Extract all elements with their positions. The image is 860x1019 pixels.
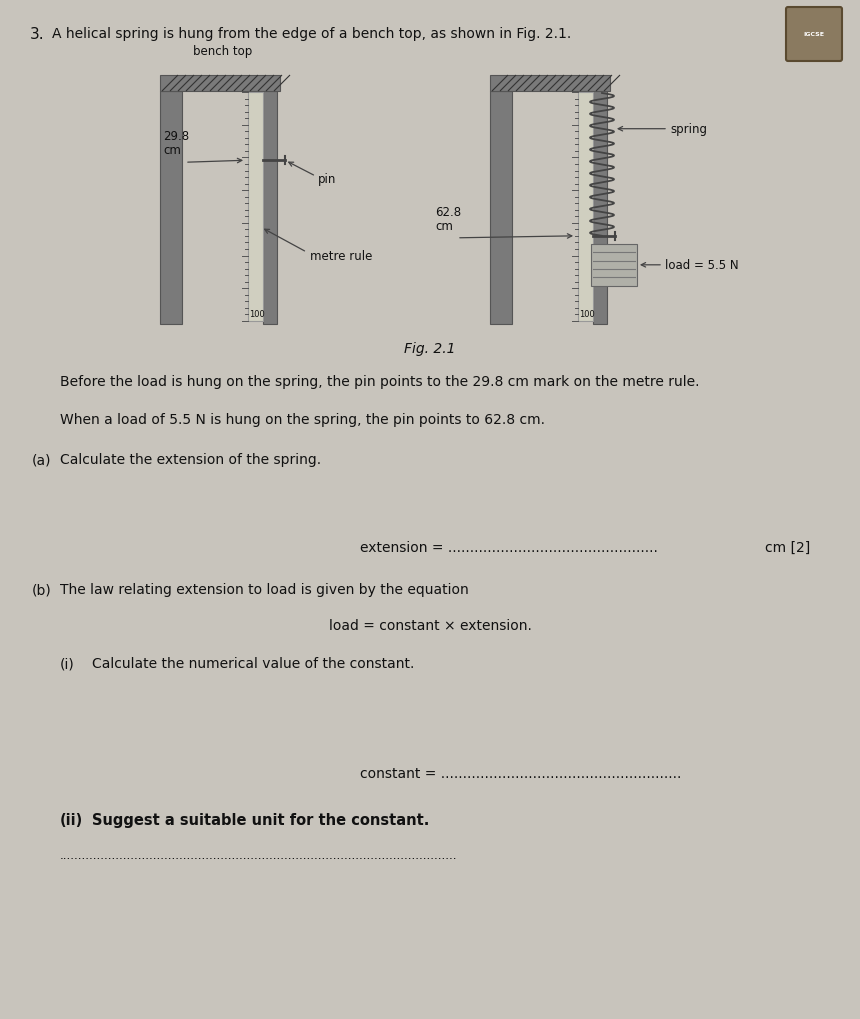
Text: load = 5.5 N: load = 5.5 N: [665, 259, 739, 272]
Bar: [160, 76, 280, 92]
Text: constant = .......................................................: constant = .............................…: [360, 766, 681, 781]
Text: extension = ................................................: extension = ............................…: [360, 540, 658, 554]
Text: cm [2]: cm [2]: [765, 540, 810, 554]
Text: spring: spring: [670, 123, 707, 137]
Text: bench top: bench top: [193, 45, 252, 58]
Text: When a load of 5.5 N is hung on the spring, the pin points to 62.8 cm.: When a load of 5.5 N is hung on the spri…: [60, 413, 545, 427]
Text: (a): (a): [32, 452, 52, 467]
Text: A helical spring is hung from the edge of a bench top, as shown in Fig. 2.1.: A helical spring is hung from the edge o…: [52, 26, 571, 41]
FancyBboxPatch shape: [786, 8, 842, 62]
Text: 3.: 3.: [30, 26, 45, 42]
Bar: [490, 92, 512, 325]
Text: pin: pin: [318, 172, 336, 185]
Bar: [248, 93, 263, 322]
Text: 100: 100: [249, 310, 265, 319]
Bar: [263, 92, 277, 325]
Text: ................................................................................: ........................................…: [60, 848, 458, 861]
Bar: [578, 93, 593, 322]
Bar: [160, 92, 182, 325]
Text: Calculate the numerical value of the constant.: Calculate the numerical value of the con…: [92, 656, 415, 671]
Text: 100: 100: [579, 310, 595, 319]
Bar: [593, 92, 607, 325]
Text: Fig. 2.1: Fig. 2.1: [404, 341, 456, 356]
Text: (ii): (ii): [60, 812, 83, 827]
Bar: [591, 245, 637, 286]
Text: (i): (i): [60, 656, 75, 671]
Text: 29.8
cm: 29.8 cm: [163, 130, 189, 157]
Bar: [490, 76, 610, 92]
Text: IGCSE: IGCSE: [803, 32, 825, 37]
Text: metre rule: metre rule: [310, 250, 372, 263]
Text: 62.8
cm: 62.8 cm: [435, 206, 461, 232]
Text: Before the load is hung on the spring, the pin points to the 29.8 cm mark on the: Before the load is hung on the spring, t…: [60, 375, 699, 388]
Text: The law relating extension to load is given by the equation: The law relating extension to load is gi…: [60, 583, 469, 596]
Text: load = constant × extension.: load = constant × extension.: [329, 619, 531, 633]
Text: Calculate the extension of the spring.: Calculate the extension of the spring.: [60, 452, 321, 467]
Text: (b): (b): [32, 583, 52, 596]
Text: Suggest a suitable unit for the constant.: Suggest a suitable unit for the constant…: [92, 812, 429, 827]
